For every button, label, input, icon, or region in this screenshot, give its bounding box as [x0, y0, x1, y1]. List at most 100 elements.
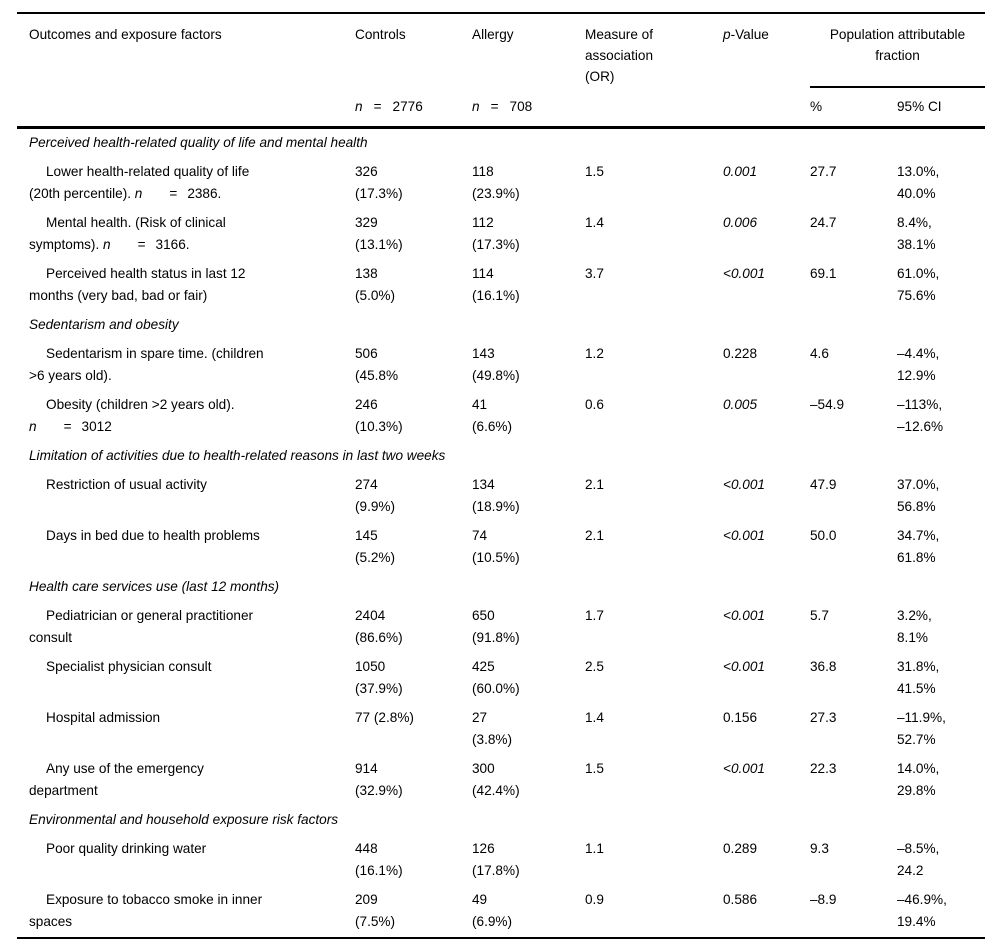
outcome-row: Sedentarism in spare time. (children >6 y… [17, 340, 985, 391]
allergy-cell: 126 (17.8%) [472, 840, 520, 878]
section-row: Environmental and household exposure ris… [17, 806, 985, 835]
or-cell: 2.1 [585, 527, 604, 543]
paf-percent-cell: 22.3 [810, 760, 837, 776]
ci-cell: 61.0%, 75.6% [897, 265, 940, 303]
ci-cell: –4.4%, 12.9% [897, 345, 940, 383]
p-value-cell: 0.156 [723, 709, 758, 725]
p-value-cell: 0.006 [723, 214, 758, 230]
header-row-sub: n = 2776 n = 708 % 95% CI [17, 87, 985, 127]
n-symbol: n [472, 98, 480, 114]
ci-cell: 3.2%, 8.1% [897, 607, 932, 645]
controls-n-value: 2776 [392, 98, 423, 114]
empty-subheader [585, 87, 723, 127]
allergy-cell: 425 (60.0%) [472, 658, 520, 696]
controls-cell: 1050 (37.9%) [355, 658, 403, 696]
p-value-cell: 0.228 [723, 345, 758, 361]
p-value-cell: 0.586 [723, 891, 758, 907]
or-cell: 2.5 [585, 658, 604, 674]
or-cell: 0.9 [585, 891, 604, 907]
paf-percent-cell: –54.9 [810, 396, 845, 412]
allergy-cell: 41 (6.6%) [472, 396, 513, 434]
outcome-row: Specialist physician consult 1050 (37.9%) 4… [17, 653, 985, 704]
allergy-cell: 74 (10.5%) [472, 527, 520, 565]
controls-cell: 209 (7.5%) [355, 891, 396, 929]
col-header-pvalue: p-Value [723, 13, 810, 87]
outcome-label: Pediatrician or general practitioner cons… [29, 607, 254, 645]
outcome-label: Exposure to tobacco smoke in inner spaces [29, 891, 263, 929]
outcome-row: Any use of the emergency department 914 (32… [17, 755, 985, 806]
table-body: Perceived health-related quality of life… [17, 127, 985, 938]
outcome-row: Lower health-related quality of life (20t… [17, 158, 985, 209]
allergy-cell: 114 (16.1%) [472, 265, 520, 303]
or-cell: 2.1 [585, 476, 604, 492]
outcome-row: Exposure to tobacco smoke in inner spaces… [17, 886, 985, 938]
outcome-label: Mental health. (Risk of clinical symptoms… [29, 214, 226, 252]
or-cell: 1.5 [585, 760, 604, 776]
section-row: Health care services use (last 12 months… [17, 573, 985, 602]
outcome-label: Perceived health status in last 12 months… [29, 265, 246, 303]
p-value-cell: 0.289 [723, 840, 758, 856]
col-header-controls: Controls [355, 27, 406, 42]
p-value-cell: <0.001 [723, 476, 765, 492]
paf-percent-cell: 27.7 [810, 163, 837, 179]
controls-cell: 326 (17.3%) [355, 163, 403, 201]
col-header-allergy: Allergy [472, 27, 514, 42]
equals-sign: = [490, 98, 499, 114]
outcome-row: Poor quality drinking water 448 (16.1%) 126… [17, 835, 985, 886]
paf-percent-cell: 47.9 [810, 476, 837, 492]
ci-cell: 13.0%, 40.0% [897, 163, 940, 201]
allergy-cell: 134 (18.9%) [472, 476, 520, 514]
p-value-cell: <0.001 [723, 658, 765, 674]
p-value-cell: <0.001 [723, 607, 765, 623]
section-row: Sedentarism and obesity [17, 311, 985, 340]
controls-cell: 329 (13.1%) [355, 214, 403, 252]
or-cell: 1.1 [585, 840, 604, 856]
paf-percent-cell: 69.1 [810, 265, 837, 281]
controls-cell: 448 (16.1%) [355, 840, 403, 878]
outcomes-table: Outcomes and exposure factors Controls A… [17, 12, 985, 939]
p-value-rest: -Value [730, 27, 769, 42]
outcome-row: Perceived health status in last 12 months… [17, 260, 985, 311]
section-label: Limitation of activities due to health-r… [29, 447, 446, 463]
outcome-label: Specialist physician consult [46, 658, 212, 674]
outcome-label: Days in bed due to health problems [46, 527, 260, 543]
controls-cell: 246 (10.3%) [355, 396, 403, 434]
controls-cell: 274 (9.9%) [355, 476, 396, 514]
paf-percent-cell: 36.8 [810, 658, 837, 674]
header-row-main: Outcomes and exposure factors Controls A… [17, 13, 985, 88]
controls-cell: 914 (32.9%) [355, 760, 403, 798]
outcome-label: Restriction of usual activity [46, 476, 207, 492]
ci-cell: 14.0%, 29.8% [897, 760, 940, 798]
paf-percent-cell: 5.7 [810, 607, 829, 623]
or-cell: 1.4 [585, 214, 604, 230]
allergy-cell: 300 (42.4%) [472, 760, 520, 798]
paf-percent-cell: 24.7 [810, 214, 837, 230]
empty-subheader [723, 87, 810, 127]
table-header: Outcomes and exposure factors Controls A… [17, 13, 985, 127]
outcome-label: Sedentarism in spare time. (children >6 y… [29, 345, 264, 383]
ci-cell: 31.8%, 41.5% [897, 658, 940, 696]
allergy-cell: 27 (3.8%) [472, 709, 513, 747]
ci-cell: –113%, –12.6% [897, 396, 944, 434]
allergy-cell: 650 (91.8%) [472, 607, 520, 645]
or-cell: 1.4 [585, 709, 604, 725]
or-cell: 1.2 [585, 345, 604, 361]
outcome-label: Obesity (children >2 years old). n = 3012 [29, 396, 235, 434]
paf-percent-cell: 27.3 [810, 709, 837, 725]
allergy-cell: 112 (17.3%) [472, 214, 520, 252]
paf-percent-cell: –8.9 [810, 891, 837, 907]
controls-cell: 2404 (86.6%) [355, 607, 403, 645]
section-label: Health care services use (last 12 months… [29, 578, 280, 594]
paper-page: { "header": { "outcomes": "Outcomes and … [0, 12, 1000, 939]
p-value-cell: <0.001 [723, 760, 765, 776]
allergy-n-value: 708 [509, 98, 533, 114]
section-label: Environmental and household exposure ris… [29, 811, 339, 827]
p-value-cell: <0.001 [723, 527, 765, 543]
outcome-row: Restriction of usual activity 274 (9.9%) 13… [17, 471, 985, 522]
outcome-row: Days in bed due to health problems 145 (5.… [17, 522, 985, 573]
controls-cell: 506 (45.8% [355, 345, 399, 383]
or-cell: 1.7 [585, 607, 604, 623]
col-header-paf: Population attributable fraction [810, 13, 985, 88]
p-value-cell: <0.001 [723, 265, 765, 281]
ci-cell: 8.4%, 38.1% [897, 214, 936, 252]
